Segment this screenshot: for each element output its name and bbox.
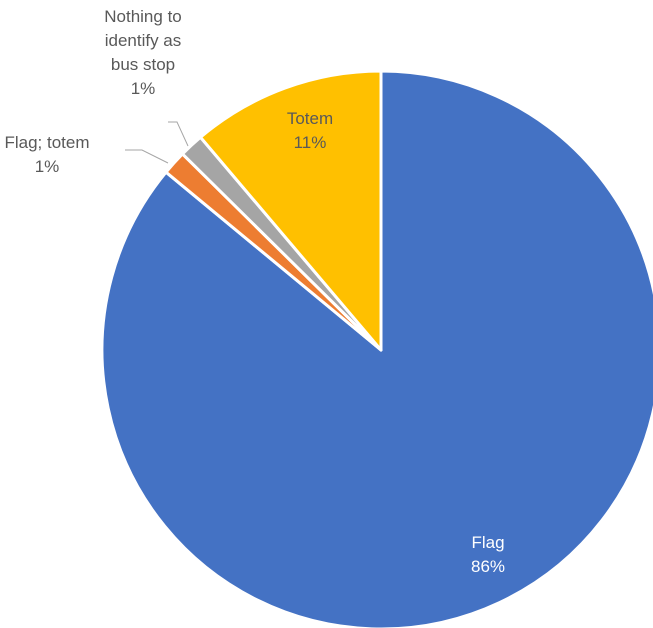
data-label-flag-totem: Flag; totem 1% <box>4 133 89 176</box>
leader-line-nothing-to-identify-as-bus-stop <box>168 121 189 147</box>
data-label-totem: Totem 11% <box>287 109 333 152</box>
pie-slices <box>100 69 653 628</box>
leader-line-flag-totem <box>125 149 169 164</box>
pie-slice-totem <box>198 69 383 352</box>
leader-lines <box>125 121 189 164</box>
data-labels: Flag 86% Flag; totem 1% Nothing to identify a… <box>4 7 505 576</box>
pie-slice-flag <box>100 69 653 628</box>
data-label-nothing-to-identify-as-bus-stop: Nothing to identify as bus stop 1% <box>104 7 182 98</box>
data-label-flag: Flag 86% <box>471 533 505 576</box>
